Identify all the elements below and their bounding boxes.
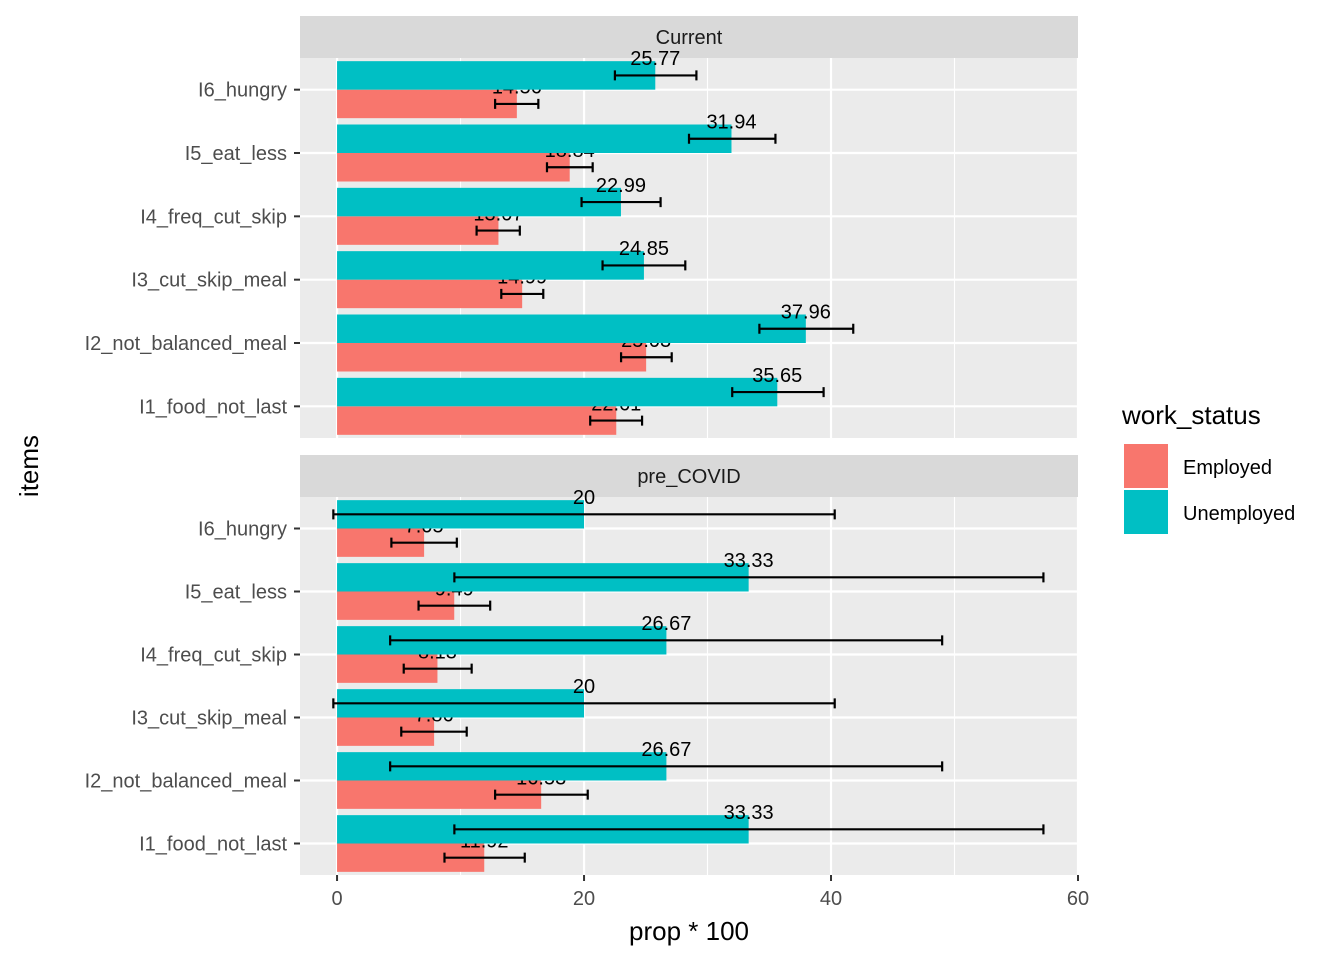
legend: work_status Employed Unemployed xyxy=(1121,400,1295,534)
data-label: 22.99 xyxy=(596,175,646,197)
data-label: 25.77 xyxy=(630,48,680,70)
error-bar xyxy=(453,824,1045,835)
bar xyxy=(337,216,499,245)
y-tick-label: I3_cut_skip_meal xyxy=(131,270,287,292)
facet-panels: Current22.6125.0314.9913.0718.8414.5635.… xyxy=(85,16,1080,875)
error-bar xyxy=(687,133,777,144)
bar xyxy=(337,251,644,280)
error-bar xyxy=(402,663,473,674)
error-bar xyxy=(443,852,526,863)
data-label: 33.33 xyxy=(724,550,774,572)
bar xyxy=(337,61,656,90)
error-bar xyxy=(390,537,458,548)
x-tick-label: 60 xyxy=(1067,888,1089,910)
error-bar xyxy=(453,572,1045,583)
bar xyxy=(337,153,570,182)
data-label: 26.67 xyxy=(641,613,691,635)
bar xyxy=(337,279,523,309)
error-bar xyxy=(332,509,836,520)
error-bar xyxy=(580,197,662,208)
data-label: 31.94 xyxy=(706,112,756,134)
x-tick-label: 0 xyxy=(331,888,342,910)
error-bar xyxy=(332,698,836,709)
error-bar xyxy=(400,726,468,737)
series-unemployed: 35.65 37.96 24.85 22.99 31.94 25.77 xyxy=(337,48,855,407)
data-label: 37.96 xyxy=(781,302,831,324)
error-bar xyxy=(758,323,855,334)
bar xyxy=(337,343,647,372)
y-tick-label: I1_food_not_last xyxy=(139,834,287,856)
y-tick-label: I6_hungry xyxy=(198,519,287,541)
legend-title: work_status xyxy=(1121,400,1261,430)
y-tick-label: I4_freq_cut_skip xyxy=(140,206,287,228)
y-tick-label: I4_freq_cut_skip xyxy=(140,645,287,667)
x-tick-label: 40 xyxy=(820,888,842,910)
legend-key xyxy=(1124,444,1168,488)
y-tick-label: I5_eat_less xyxy=(185,143,287,165)
y-tick-label: I1_food_not_last xyxy=(139,396,287,418)
facet-strip-label: Current xyxy=(656,27,723,49)
y-tick-label: I5_eat_less xyxy=(185,582,287,604)
legend-key xyxy=(1124,490,1168,534)
y-tick-label: I6_hungry xyxy=(198,80,287,102)
y-tick-label: I2_not_balanced_meal xyxy=(85,771,287,793)
facet-strip xyxy=(300,16,1078,58)
y-tick-label: I3_cut_skip_meal xyxy=(131,708,287,730)
bar xyxy=(337,89,517,119)
error-bar xyxy=(417,600,492,611)
data-label: 20 xyxy=(573,676,595,698)
bar xyxy=(337,124,732,153)
error-bar xyxy=(731,387,825,398)
error-bar xyxy=(589,415,644,426)
series-employed: 22.6125.0314.9913.0718.8414.56 xyxy=(337,77,673,435)
error-bar xyxy=(475,225,521,236)
series-unemployed: 33.33 26.67 20 26.67 33.33 20 xyxy=(332,487,1045,844)
data-label: 20 xyxy=(573,487,595,509)
data-label: 35.65 xyxy=(752,365,802,387)
error-bar xyxy=(389,761,944,772)
bar xyxy=(337,377,778,407)
facet-panel: Current22.6125.0314.9913.0718.8414.5635.… xyxy=(85,16,1080,438)
error-bar xyxy=(494,789,589,800)
x-axis: 0 20 40 60 xyxy=(331,875,1089,910)
error-bar xyxy=(619,352,673,363)
y-tick-label: I2_not_balanced_meal xyxy=(85,333,287,355)
legend-label: Unemployed xyxy=(1183,503,1295,525)
bar xyxy=(337,314,806,343)
x-axis-title: prop * 100 xyxy=(629,916,749,946)
facet-strip-label: pre_COVID xyxy=(637,466,740,488)
y-axis-title: items xyxy=(14,435,44,497)
error-bar xyxy=(494,98,540,109)
bar xyxy=(337,406,617,435)
data-label: 33.33 xyxy=(724,802,774,824)
facet-strip xyxy=(300,455,1078,497)
data-label: 24.85 xyxy=(619,238,669,260)
error-bar xyxy=(545,162,594,173)
legend-label: Employed xyxy=(1183,457,1272,479)
error-bar xyxy=(601,260,687,271)
error-bar xyxy=(389,635,944,646)
data-label: 26.67 xyxy=(641,739,691,761)
panel-background xyxy=(300,58,1078,438)
error-bar xyxy=(613,70,698,81)
x-tick-label: 20 xyxy=(573,888,595,910)
error-bar xyxy=(500,288,545,299)
panel-background xyxy=(300,497,1078,875)
bar xyxy=(337,187,621,217)
facet-panel: pre_COVID11.9216.537.868.139.497.0533.33… xyxy=(85,455,1080,875)
